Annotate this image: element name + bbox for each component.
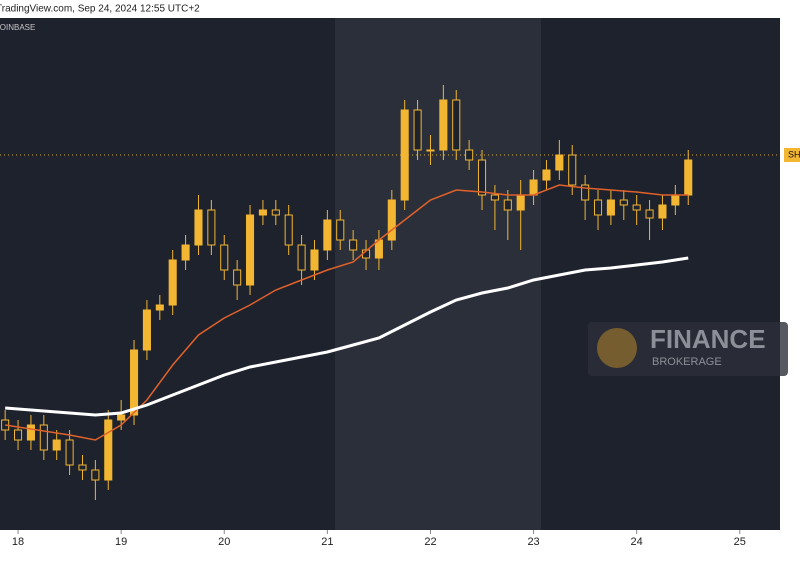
candle-body	[26, 424, 35, 441]
candle-body	[439, 99, 448, 151]
candle-body	[117, 414, 126, 421]
moving-average	[5, 256, 689, 417]
candle-body	[593, 199, 603, 216]
moving-average	[5, 184, 689, 441]
candle-body	[91, 469, 100, 481]
watermark-logo	[597, 328, 637, 368]
candle-body	[65, 439, 74, 466]
candle-body	[529, 179, 538, 196]
candle-body	[387, 199, 396, 241]
candle-body	[297, 244, 306, 271]
candle-body	[658, 204, 667, 219]
candle-body	[619, 199, 628, 206]
candle-body	[39, 424, 48, 451]
candle-body	[155, 304, 164, 311]
candle-body	[632, 204, 641, 211]
candle-body	[413, 109, 422, 151]
candle-body	[452, 99, 461, 151]
x-tick-label: 21	[321, 536, 333, 548]
candle-body	[207, 209, 216, 246]
candle-body	[671, 194, 680, 206]
candle-body	[606, 199, 615, 216]
session-band	[335, 18, 541, 530]
watermark-sub: BROKERAGE	[652, 356, 722, 368]
x-tick-label: 23	[527, 536, 539, 548]
candle-body	[310, 249, 319, 271]
x-tick-label: 22	[424, 536, 436, 548]
watermark-box	[588, 322, 788, 376]
candle-body	[220, 244, 229, 271]
candle-body	[181, 244, 190, 261]
candle-body	[477, 159, 487, 196]
candle-body	[516, 194, 525, 211]
candle-body	[645, 209, 654, 219]
candle-body	[258, 209, 267, 216]
candle-body	[271, 209, 280, 216]
candle-body	[13, 429, 23, 441]
candle-body	[284, 214, 293, 246]
x-tick-label: 24	[631, 536, 643, 548]
candle-body	[581, 184, 590, 201]
candle-body	[104, 419, 113, 481]
candle-body	[129, 349, 139, 416]
price-tag-label: SH	[788, 149, 800, 159]
candle-body	[555, 154, 564, 171]
price-tag	[784, 148, 800, 162]
plot: 18 19 20 21 22 23 24 25	[0, 85, 780, 548]
candle-body	[349, 239, 358, 251]
x-tick-label: 25	[734, 536, 746, 548]
candle-body	[323, 219, 332, 251]
candle-body	[78, 464, 87, 471]
candle-body	[336, 219, 345, 241]
x-tick-label: 19	[115, 536, 127, 548]
candle-body	[684, 159, 693, 196]
candle-body	[400, 109, 409, 201]
candle-body	[568, 154, 577, 186]
candle-body	[233, 269, 242, 286]
candle-body	[52, 439, 61, 451]
candle-body	[503, 199, 512, 211]
source-text: TradingView.com, Sep 24, 2024 12:55 UTC+…	[0, 4, 200, 15]
candle-body	[142, 309, 151, 351]
candle-body	[245, 214, 255, 286]
candle-body	[490, 194, 499, 201]
exchange-label: COINBASE	[0, 23, 35, 32]
x-tick-label: 18	[12, 536, 24, 548]
candle-body	[194, 209, 203, 246]
candle-body	[465, 149, 474, 161]
candle-body	[426, 149, 435, 152]
candle-body	[168, 259, 177, 306]
watermark-brand: FINANCE	[650, 324, 766, 354]
x-tick-label: 20	[218, 536, 230, 548]
candle-body	[542, 169, 551, 181]
